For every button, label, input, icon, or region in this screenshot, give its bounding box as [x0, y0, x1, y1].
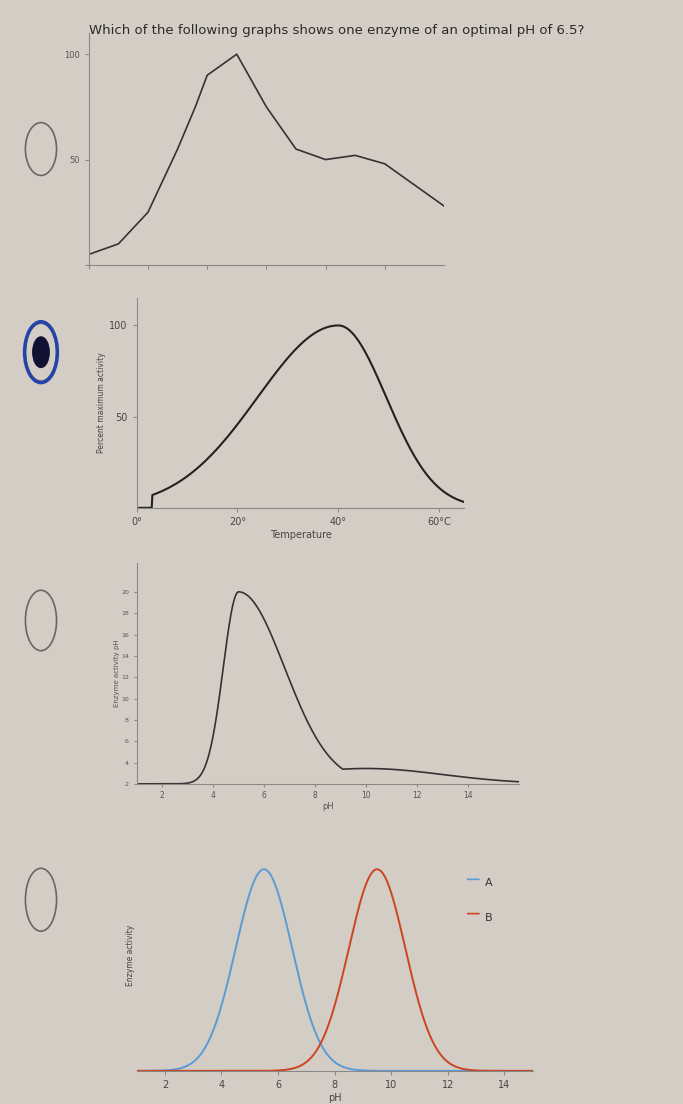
Circle shape: [33, 337, 49, 368]
Y-axis label: Percent maximum activity: Percent maximum activity: [98, 352, 107, 454]
X-axis label: pH: pH: [328, 1093, 342, 1103]
Y-axis label: Enzyme activity pH: Enzyme activity pH: [113, 639, 120, 708]
X-axis label: Temperature: Temperature: [270, 530, 331, 540]
Text: B: B: [485, 913, 492, 923]
Text: A: A: [485, 879, 492, 889]
Text: Which of the following graphs shows one enzyme of an optimal pH of 6.5?: Which of the following graphs shows one …: [89, 24, 584, 38]
X-axis label: pH: pH: [322, 802, 334, 810]
Y-axis label: Enzyme activity: Enzyme activity: [126, 924, 135, 986]
